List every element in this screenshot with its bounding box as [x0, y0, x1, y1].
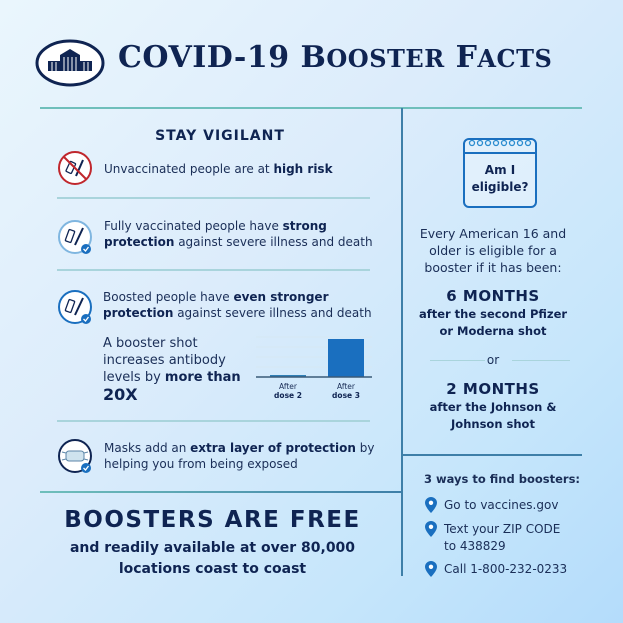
option-6-months-detail: after the second Pfizer or Moderna shot — [418, 307, 568, 338]
row-divider — [57, 269, 370, 271]
or-label: or — [486, 353, 500, 367]
option-6-months: 6 MONTHS — [446, 287, 540, 305]
white-house-seal-icon — [35, 39, 105, 87]
footer-text: and readily available at over 80,000 loca… — [69, 540, 356, 577]
row-divider — [57, 197, 370, 199]
footer-divider — [40, 491, 401, 493]
row-text: Unvaccinated people are at high risk — [104, 162, 333, 176]
or-divider-left — [430, 360, 485, 361]
location-pin-icon — [425, 561, 437, 577]
vaccine-check-icon — [58, 290, 92, 324]
option-2-months-detail: after the Johnson & Johnson shot — [429, 400, 557, 431]
location-pin-icon — [425, 497, 437, 513]
bar-label-bottom: dose 3 — [332, 391, 360, 400]
booster-stat: A booster shot increases antibody levels b… — [103, 336, 241, 404]
row-divider — [57, 420, 370, 422]
section-heading: STAY VIGILANT — [155, 128, 285, 144]
bar-label-top: After — [279, 382, 298, 391]
page-title: COVID-19 BOOSTER FACTS — [118, 40, 553, 75]
location-pin-icon — [425, 521, 437, 537]
row-text: Fully vaccinated people have strong prote… — [104, 219, 373, 249]
row-text: Boosted people have even stronger protect… — [103, 290, 372, 320]
ways-heading: 3 ways to find boosters: — [424, 472, 581, 486]
bar-label-top: After — [337, 382, 356, 391]
footer-headline: BOOSTERS ARE FREE — [64, 507, 361, 533]
calendar-icon — [463, 138, 537, 208]
way-item[interactable]: Call 1-800-232-0233 — [444, 562, 568, 576]
bar-dose-3 — [328, 339, 364, 377]
no-vaccine-icon — [58, 151, 92, 185]
or-divider-right — [512, 360, 570, 361]
bar-dose-2 — [270, 375, 306, 377]
header-divider — [40, 107, 582, 109]
right-divider — [402, 454, 582, 456]
vaccine-check-icon — [58, 220, 92, 254]
mask-check-icon — [58, 439, 92, 473]
way-item[interactable]: Go to vaccines.gov — [444, 498, 559, 512]
option-2-months: 2 MONTHS — [446, 380, 540, 398]
eligibility-intro: Every American 16 and older is eligible f… — [419, 226, 567, 275]
row-text: Masks add an extra layer of protection b… — [104, 441, 375, 471]
bar-label-bottom: dose 2 — [274, 391, 302, 400]
column-divider — [401, 108, 403, 576]
way-item: Text your ZIP CODE to 438829 — [444, 522, 561, 553]
